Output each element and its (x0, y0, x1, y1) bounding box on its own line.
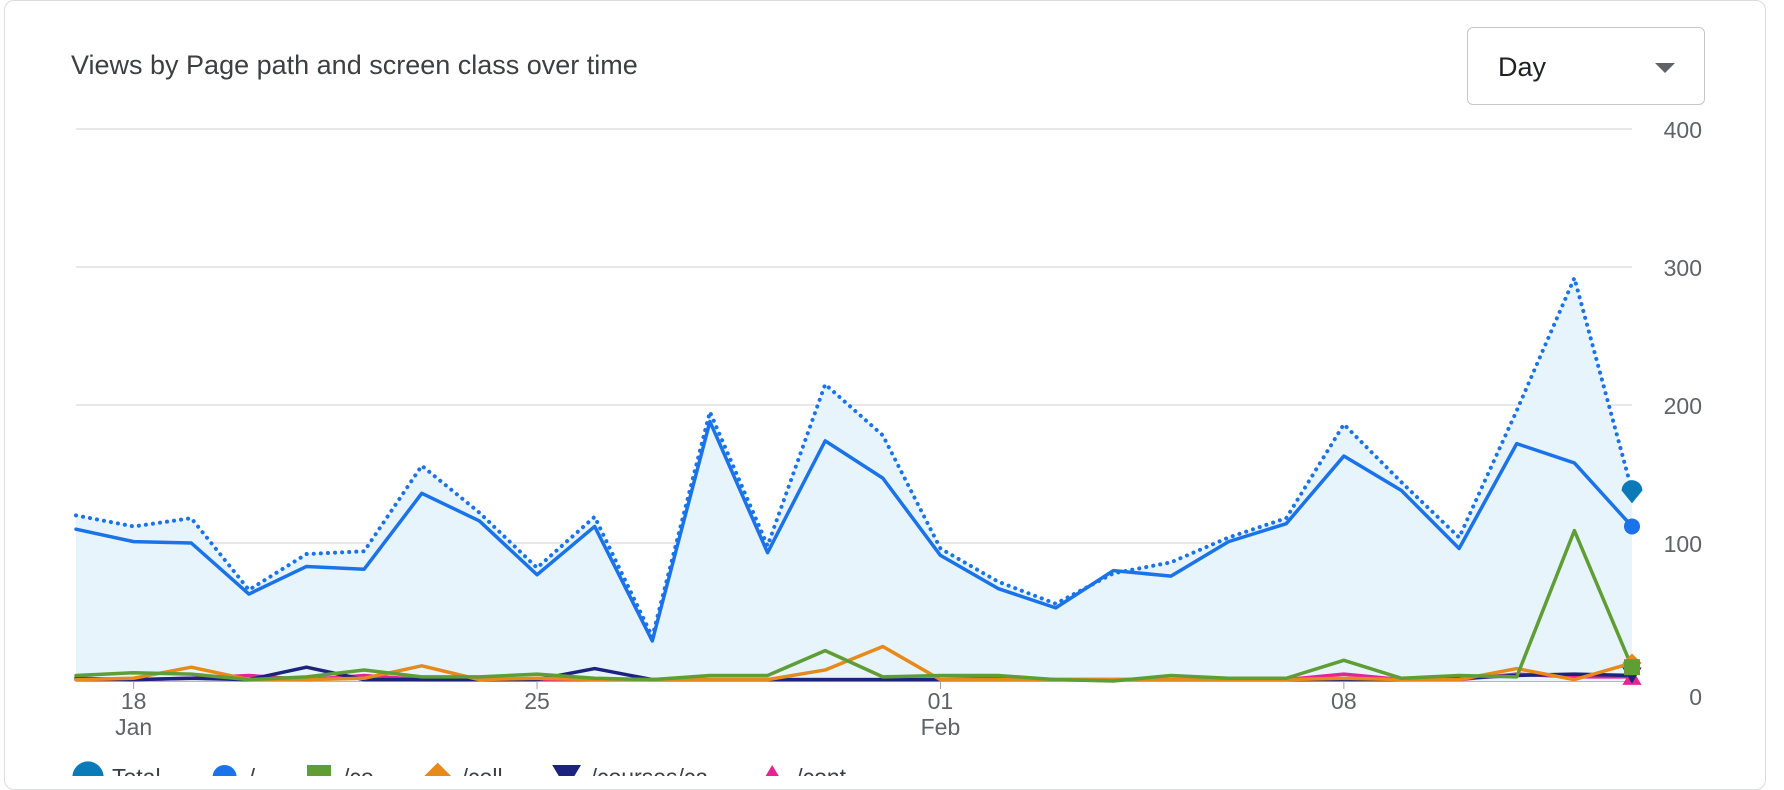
series-end-marker (1621, 480, 1643, 504)
total-area (76, 278, 1632, 681)
series-line (74, 419, 1634, 643)
chevron-down-icon (1655, 63, 1675, 73)
granularity-dropdown[interactable]: Day (1467, 27, 1705, 105)
chart-area-fill (76, 278, 1632, 681)
chart-series (74, 276, 1634, 683)
x-tick-month-label: Jan (115, 714, 152, 740)
series-line (74, 528, 1634, 683)
legend-item[interactable]: /courses/ca (552, 764, 708, 776)
y-tick-label: 200 (1664, 393, 1702, 419)
legend-label: Total (112, 764, 161, 776)
legend-marker (72, 761, 104, 776)
x-tick-label: 01 (928, 688, 954, 714)
legend-label: /cont (796, 764, 846, 776)
chart-legend[interactable]: Total / /co/coll/courses/ca/cont (72, 761, 847, 776)
x-tick-label: 18 (121, 688, 147, 714)
legend-item[interactable]: /coll (423, 762, 503, 776)
legend-label: / (249, 764, 256, 776)
chart-end-markers (1621, 480, 1643, 685)
series-end-marker (1624, 659, 1640, 676)
chart-y-axis: 0 100 200 300 400 (1664, 117, 1702, 710)
legend-label: /courses/ca (591, 764, 709, 776)
y-tick-label: 300 (1664, 255, 1702, 281)
legend-label: /coll (462, 764, 503, 776)
x-tick-month-label: Feb (921, 714, 961, 740)
series-line (74, 644, 1634, 682)
legend-marker (552, 765, 581, 776)
legend-marker (424, 762, 452, 776)
y-tick-label: 400 (1664, 117, 1702, 143)
legend-label: /co (343, 764, 374, 776)
legend-marker (765, 765, 779, 776)
series-line (74, 276, 1634, 639)
legend-marker (306, 765, 331, 776)
y-tick-label: 100 (1664, 531, 1702, 557)
x-tick-label: 25 (524, 688, 550, 714)
y-tick-label: 0 (1689, 684, 1702, 710)
legend-marker (212, 765, 237, 776)
granularity-value: Day (1498, 52, 1547, 82)
legend-item[interactable]: /co (306, 764, 374, 776)
legend-item[interactable]: Total (72, 761, 161, 776)
legend-item[interactable]: / (212, 764, 256, 776)
series-end-marker (1624, 518, 1640, 535)
legend-item[interactable]: /cont (758, 764, 847, 776)
x-tick-label: 08 (1331, 688, 1357, 714)
card-title: Views by Page path and screen class over… (71, 50, 638, 80)
